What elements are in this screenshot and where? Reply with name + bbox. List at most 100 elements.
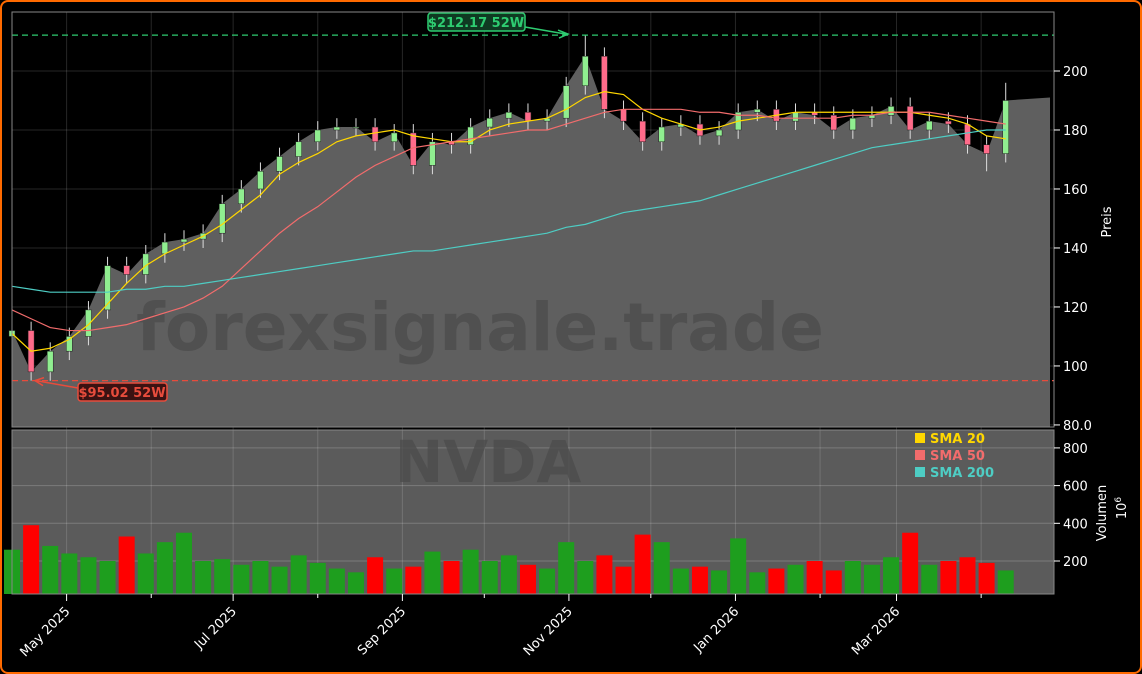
- candle-body: [849, 117, 857, 131]
- volume-tick-label: 400: [1063, 517, 1088, 532]
- low-52w-label: $95.02 52W: [78, 386, 165, 401]
- volume-bar: [730, 538, 747, 594]
- price-tick-label: 160: [1063, 183, 1088, 198]
- candle-body: [505, 112, 513, 119]
- sma-line: [11, 129, 1006, 293]
- volume-bar: [367, 557, 384, 594]
- volume-bar: [481, 561, 498, 594]
- ticker-watermark: NVDA: [395, 428, 582, 496]
- candle-body: [46, 350, 54, 373]
- x-tick-label: May 2025: [18, 604, 74, 660]
- candle-body: [945, 120, 952, 125]
- candle-body: [620, 109, 627, 122]
- volume-bar: [195, 561, 212, 594]
- candle-body: [180, 238, 188, 243]
- legend-label: SMA 200: [930, 466, 994, 481]
- volume-bar: [42, 545, 59, 594]
- volume-tick-label: 800: [1063, 442, 1088, 457]
- volume-bar: [653, 542, 670, 594]
- volume-bar: [711, 570, 728, 594]
- candle-body: [333, 126, 341, 131]
- volume-bar: [558, 542, 575, 594]
- x-tick-label: Jul 2025: [191, 604, 240, 653]
- volume-bar: [252, 561, 269, 594]
- candle-body: [601, 55, 608, 110]
- volume-bar: [978, 562, 995, 594]
- sma-line: [11, 91, 1006, 352]
- candle-body: [887, 106, 895, 116]
- volume-bar: [921, 564, 938, 594]
- volume-bar: [500, 555, 517, 594]
- volume-bar: [959, 557, 976, 594]
- volume-bar: [825, 570, 842, 594]
- candle-body: [639, 120, 646, 143]
- candle-body: [906, 106, 914, 131]
- legend-swatch: [915, 450, 925, 460]
- price-tick-label: 200: [1063, 65, 1088, 80]
- volume-bar: [634, 534, 651, 594]
- candle-body: [161, 241, 169, 255]
- candle-body: [371, 126, 379, 143]
- volume-bar: [749, 572, 766, 594]
- volume-bar: [328, 568, 345, 594]
- low-52w-label-box: [77, 382, 168, 402]
- legend-swatch: [915, 467, 925, 477]
- candle-body: [257, 171, 264, 190]
- candle-body: [983, 144, 990, 154]
- legend-swatch: [915, 433, 925, 443]
- volume-bar: [309, 562, 326, 594]
- candle-body: [754, 109, 761, 113]
- volume-bar: [806, 561, 823, 594]
- high-52w-arrow: [524, 26, 570, 39]
- candle-body: [964, 123, 971, 145]
- candle-body: [390, 132, 398, 143]
- volume-bar: [137, 553, 154, 594]
- candle-body: [123, 265, 130, 275]
- candle-body: [238, 188, 245, 204]
- candle-body: [276, 156, 283, 172]
- volume-axis-label: Volumen: [1095, 485, 1110, 542]
- volume-bar: [863, 564, 880, 594]
- candle-body: [715, 129, 723, 137]
- candle-body: [562, 85, 570, 119]
- volume-bar: [214, 559, 231, 594]
- price-tick-label: 180: [1063, 124, 1088, 139]
- legend: SMA 20 SMA 50 SMA 200: [915, 432, 994, 481]
- volume-tick-label: 200: [1063, 555, 1088, 570]
- candle-body: [1002, 100, 1009, 154]
- candle-body: [582, 55, 589, 86]
- volume-bar: [23, 525, 40, 594]
- candle-body: [295, 141, 302, 157]
- candle-body: [66, 336, 73, 352]
- volume-bar: [844, 561, 861, 594]
- candle-body: [830, 114, 837, 131]
- volume-bar: [118, 536, 135, 594]
- volume-bar: [175, 532, 192, 594]
- price-tick-label: 100: [1063, 360, 1088, 375]
- volume-bar: [672, 568, 689, 594]
- candle-body: [218, 203, 226, 234]
- candle-body: [429, 141, 436, 166]
- candle-body: [104, 265, 111, 311]
- legend-label: SMA 50: [930, 449, 985, 464]
- x-tick-label: Jan 2026: [690, 604, 742, 656]
- candle-body: [85, 309, 92, 337]
- price-tick-label: 140: [1063, 242, 1088, 257]
- x-tick-label: Mar 2026: [849, 604, 903, 658]
- high-52w-label-box: [427, 12, 526, 32]
- candle-body: [467, 126, 474, 145]
- volume-bar: [691, 566, 708, 594]
- volume-bar: [462, 549, 479, 594]
- volume-bar: [577, 561, 594, 594]
- candle-body: [926, 120, 933, 131]
- watermark: forexsignale.trade: [136, 289, 824, 366]
- legend-label: SMA 20: [930, 432, 985, 447]
- high-52w-label: $212.17 52W: [428, 16, 524, 31]
- price-axis-label: Preis: [1100, 206, 1115, 237]
- volume-bar: [347, 572, 364, 594]
- candle-body: [352, 126, 360, 129]
- price-tick-label: 120: [1063, 301, 1088, 316]
- price-tick-label: 80.0: [1063, 419, 1092, 434]
- volume-bar: [156, 542, 173, 594]
- candle-body: [658, 126, 665, 143]
